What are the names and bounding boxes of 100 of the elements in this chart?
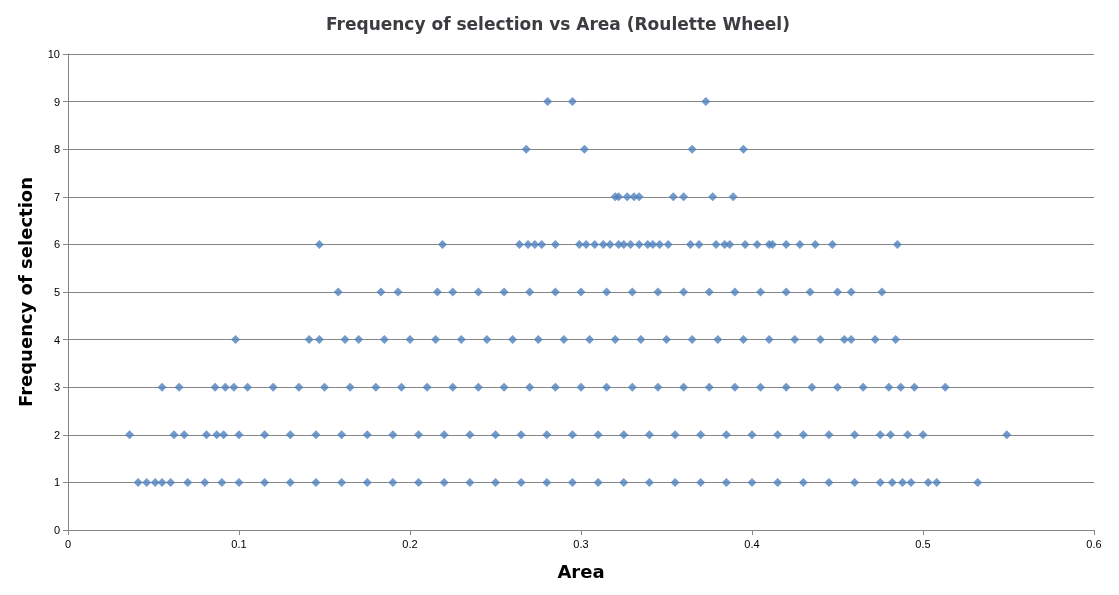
point <box>405 335 415 345</box>
point <box>704 382 714 392</box>
point <box>473 382 483 392</box>
point <box>220 382 230 392</box>
point <box>795 239 805 249</box>
point <box>525 382 535 392</box>
point <box>858 382 868 392</box>
point <box>174 382 184 392</box>
point <box>212 430 222 440</box>
point <box>465 430 475 440</box>
point <box>740 239 750 249</box>
point <box>940 382 950 392</box>
point <box>422 382 432 392</box>
point <box>585 335 595 345</box>
point <box>884 382 894 392</box>
point <box>550 382 560 392</box>
point <box>781 239 791 249</box>
x-tick-label: 0.1 <box>231 537 247 550</box>
point <box>892 239 902 249</box>
point <box>805 287 815 297</box>
y-tick-label: 5 <box>53 286 60 298</box>
point <box>653 287 663 297</box>
x-tick-label: 0.3 <box>573 537 589 550</box>
point <box>516 430 526 440</box>
point <box>752 239 762 249</box>
point <box>906 477 916 487</box>
point <box>142 477 152 487</box>
point <box>414 477 424 487</box>
point <box>670 430 680 440</box>
point <box>747 477 757 487</box>
point <box>499 287 509 297</box>
point <box>668 192 678 202</box>
point <box>662 335 671 345</box>
point <box>886 430 896 440</box>
point <box>626 239 636 249</box>
point <box>846 335 856 345</box>
point <box>340 335 350 345</box>
x-tick-label: 0 <box>64 537 72 550</box>
point <box>738 144 748 154</box>
point <box>756 287 766 297</box>
point <box>730 287 740 297</box>
y-tick-label: 9 <box>53 95 60 108</box>
point <box>439 430 449 440</box>
point <box>728 192 738 202</box>
point <box>711 239 721 249</box>
point <box>602 287 612 297</box>
point <box>150 477 160 487</box>
point <box>320 382 329 392</box>
point <box>388 430 398 440</box>
point <box>304 335 314 345</box>
point <box>687 144 697 154</box>
point <box>234 430 244 440</box>
point <box>756 382 766 392</box>
point <box>217 477 227 487</box>
x-tick-label: 0.6 <box>1086 537 1102 550</box>
point <box>721 477 731 487</box>
point <box>679 287 689 297</box>
point <box>704 287 714 297</box>
point <box>260 477 270 487</box>
point <box>543 97 553 107</box>
point <box>376 287 386 297</box>
point <box>333 287 343 297</box>
point <box>482 335 492 345</box>
point <box>903 430 913 440</box>
point <box>125 430 135 440</box>
point <box>456 335 466 345</box>
point <box>877 287 887 297</box>
point <box>932 477 942 487</box>
point <box>627 382 637 392</box>
point <box>781 382 791 392</box>
point <box>815 335 825 345</box>
point <box>839 335 849 345</box>
point <box>581 239 591 249</box>
point <box>525 287 535 297</box>
point <box>576 287 586 297</box>
point <box>285 477 295 487</box>
point <box>465 477 475 487</box>
y-tick-label: 6 <box>53 238 60 251</box>
point <box>590 239 600 249</box>
point <box>567 477 577 487</box>
point <box>473 287 483 297</box>
point <box>202 430 212 440</box>
point <box>701 97 711 107</box>
point <box>523 239 533 249</box>
point <box>670 477 680 487</box>
point <box>268 382 278 392</box>
point <box>448 382 458 392</box>
point <box>870 335 880 345</box>
point <box>439 477 449 487</box>
point <box>827 239 837 249</box>
point <box>530 239 540 249</box>
point <box>133 477 143 487</box>
point <box>781 287 791 297</box>
point <box>768 239 778 249</box>
point <box>798 477 808 487</box>
point <box>432 287 442 297</box>
point <box>810 239 820 249</box>
point <box>708 192 718 202</box>
point <box>516 477 526 487</box>
point <box>157 382 167 392</box>
